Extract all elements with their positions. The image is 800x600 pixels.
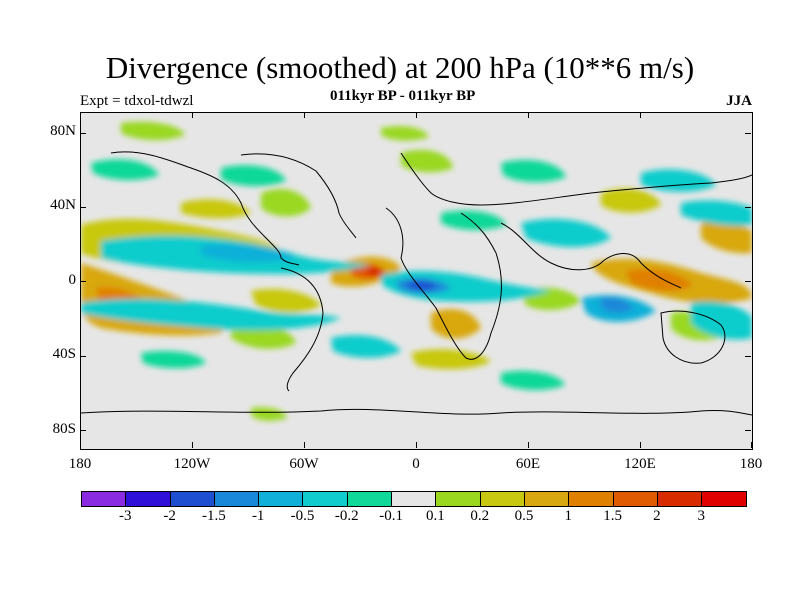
x-tick-label: 60E [515,456,541,472]
colorbar-box [436,492,481,506]
colorbar-box [82,492,127,506]
colorbar-box [569,492,614,506]
colorbar-label: 3 [697,508,705,524]
colorbar-label: -1 [251,508,265,524]
chart-subtitle-left: Expt = tdxol-tdwzl [80,93,194,109]
colorbar-box [657,492,703,506]
colorbar-label: -0.5 [290,508,315,524]
colorbar-box [303,492,348,506]
y-tick [745,281,751,282]
y-tick-label: 80S [52,421,76,437]
colorbar-box [347,492,393,506]
colorbar-label: 1 [564,508,573,524]
x-tick [304,442,305,448]
y-tick-label: 40N [50,197,76,213]
x-tick [528,442,529,448]
divergence-map [81,113,752,449]
x-tick-label: 180 [68,456,92,472]
x-tick [751,442,752,448]
x-tick-label: 120E [624,456,656,472]
colorbar-label: -0.1 [379,508,403,524]
contour-fields [81,121,752,421]
y-tick-label: 80N [50,123,76,139]
x-tick [416,442,417,448]
x-tick [80,442,81,448]
colorbar-label: 0.5 [514,508,534,524]
y-tick [80,133,86,134]
x-tick [640,112,641,118]
y-tick [745,430,751,431]
x-tick [192,112,193,118]
colorbar-box [214,492,260,506]
chart-subtitle-right: JJA [726,93,752,109]
colorbar-label: -0.2 [334,508,359,524]
colorbar-label: -2 [163,508,176,524]
colorbar [81,491,748,507]
colorbar-label: 2 [653,508,661,524]
x-tick-label: 60W [289,456,319,472]
colorbar-box [524,492,570,506]
y-tick [80,430,86,431]
y-tick-label: 0 [68,272,77,288]
chart-title: Divergence (smoothed) at 200 hPa (10**6 … [105,50,695,85]
x-tick [528,112,529,118]
y-tick [745,133,751,134]
x-tick [640,442,641,448]
colorbar-box [259,492,304,506]
map-plot-area [80,112,753,450]
y-tick-label: 40S [52,346,76,362]
colorbar-box [613,492,658,506]
x-tick [304,112,305,118]
x-tick [192,442,193,448]
colorbar-box [480,492,525,506]
colorbar-label: -3 [119,508,132,524]
y-tick [745,356,751,357]
colorbar-label: 1.5 [603,508,622,524]
x-tick-label: 120W [173,456,211,472]
y-tick [80,356,86,357]
x-tick-label: 180 [739,456,763,472]
colorbar-label: -1.5 [202,508,226,524]
chart-subtitle-center: 011kyr BP - 011kyr BP [330,88,476,104]
coastlines [81,151,752,416]
colorbar-box [392,492,437,506]
x-tick-label: 0 [412,456,420,472]
y-tick [80,281,86,282]
colorbar-label: 0.1 [426,508,445,524]
colorbar-label: 0.2 [470,508,490,524]
y-tick [80,207,86,208]
colorbar-box [170,492,215,506]
colorbar-box [126,492,171,506]
colorbar-box [702,492,747,506]
x-tick [416,112,417,118]
y-tick [745,207,751,208]
